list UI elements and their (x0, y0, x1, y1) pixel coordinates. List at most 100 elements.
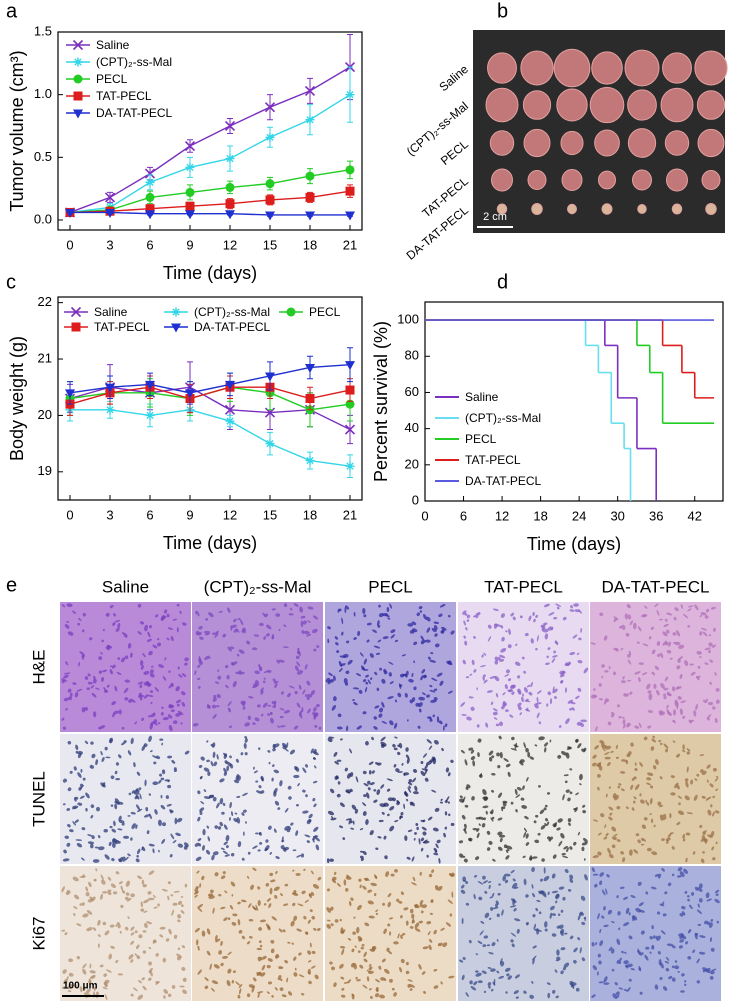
cell (229, 755, 232, 759)
x-tick-label: 0 (66, 237, 73, 252)
cell (194, 670, 197, 675)
cell (283, 603, 288, 608)
cell (176, 817, 183, 823)
cell (378, 819, 384, 823)
cell (384, 968, 390, 974)
cell (555, 894, 560, 900)
cell (141, 879, 145, 885)
cell (124, 896, 129, 901)
cell (437, 885, 443, 891)
cell (173, 769, 178, 773)
cell (158, 779, 162, 784)
cell (134, 721, 138, 725)
cell (498, 834, 506, 838)
marker (145, 177, 155, 187)
cell (471, 796, 475, 801)
cell (599, 612, 604, 617)
tumor (589, 86, 625, 124)
cell (660, 930, 666, 935)
cell (169, 704, 173, 708)
cell (411, 919, 415, 924)
cell (715, 893, 719, 896)
cell (132, 987, 138, 992)
cell (401, 932, 406, 936)
cell (429, 684, 433, 688)
cell (153, 719, 158, 724)
cell (623, 896, 629, 900)
cell (137, 681, 144, 685)
cell (279, 780, 283, 787)
cell (142, 930, 147, 933)
cell (624, 613, 628, 620)
cell (651, 851, 658, 856)
cell (462, 956, 466, 960)
cell (651, 925, 654, 930)
cell (553, 696, 557, 699)
cell (110, 883, 116, 889)
cell (405, 961, 409, 966)
cell (659, 711, 665, 716)
cell (284, 807, 289, 813)
cell (296, 928, 302, 932)
cell (231, 811, 234, 817)
cell (231, 661, 238, 666)
cell (72, 821, 77, 826)
y-tick-label: 40 (405, 420, 419, 435)
cell (709, 937, 713, 942)
cell (420, 770, 426, 777)
tumor (664, 130, 690, 156)
cell (133, 791, 140, 795)
histology-image (192, 734, 323, 864)
cell (418, 605, 423, 610)
cell (465, 676, 470, 679)
cell (501, 909, 504, 916)
cell (707, 809, 712, 816)
cell (160, 794, 163, 799)
series-line (69, 66, 351, 214)
cell (651, 649, 656, 655)
cell (345, 605, 350, 610)
cell (494, 656, 499, 661)
x-tick-label: 15 (263, 507, 277, 522)
cell (146, 830, 150, 835)
cell (73, 905, 78, 910)
cell (84, 740, 89, 745)
cell (105, 756, 111, 759)
cell (84, 676, 89, 680)
cell (197, 686, 201, 689)
cell (203, 767, 210, 772)
cell (390, 873, 395, 877)
cell (177, 919, 181, 923)
y-axis-title: Percent survival (%) (371, 321, 391, 482)
cell (168, 683, 174, 689)
cell (620, 851, 624, 855)
cell (331, 815, 334, 819)
cell (222, 871, 226, 875)
cell (87, 681, 93, 685)
cell (137, 875, 142, 880)
cell (295, 804, 299, 807)
cell (672, 720, 676, 723)
cell (465, 627, 468, 631)
cell (306, 634, 312, 637)
cell (109, 669, 113, 675)
cell (698, 951, 706, 955)
cell (64, 932, 68, 936)
cell (300, 853, 305, 858)
x-tick-label: 21 (343, 507, 357, 522)
cell (579, 783, 582, 786)
cell (123, 740, 127, 743)
cell (142, 950, 147, 954)
cell (314, 765, 317, 769)
cell (459, 853, 464, 858)
cell (250, 884, 254, 890)
marker (345, 361, 355, 371)
cell (367, 679, 371, 685)
cell (248, 903, 252, 908)
cell (691, 891, 695, 896)
cell (438, 857, 441, 864)
cell (278, 659, 285, 663)
cell (115, 959, 119, 964)
cell (95, 687, 100, 690)
cell (577, 687, 582, 692)
